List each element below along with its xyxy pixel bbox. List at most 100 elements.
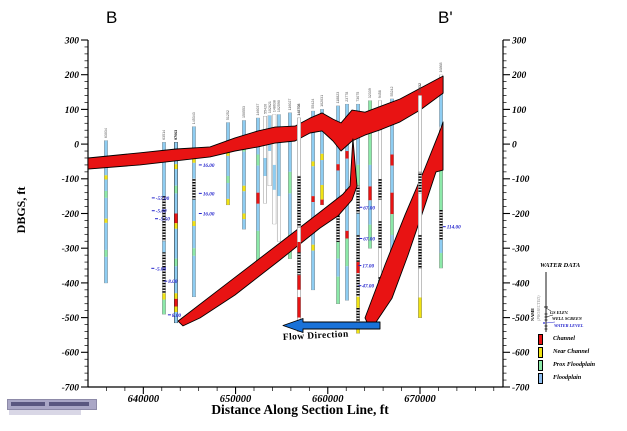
well-segment-f <box>345 196 349 231</box>
well-column: 148638 <box>272 100 276 225</box>
well-column: 55332 <box>418 83 422 318</box>
well-segment-f <box>174 193 178 214</box>
well-segment-f <box>311 250 315 290</box>
well-segment-p <box>288 171 292 194</box>
well-id-label: 145343 <box>192 112 196 124</box>
x-tick-label: 670000 <box>404 394 436 405</box>
well-segment-o <box>297 118 301 176</box>
well-segment-f <box>320 109 324 154</box>
well-segment-o <box>297 289 301 298</box>
well-segment-f <box>174 169 178 186</box>
well-segment-c <box>256 192 260 204</box>
legend-sample-gs-label: GS ELEV. <box>550 310 569 315</box>
water-level-label: -5.00 <box>155 266 166 272</box>
well-segment-c <box>336 164 340 171</box>
y-tick-label: 100 <box>65 106 80 116</box>
well-segment-s <box>378 178 382 200</box>
water-level-label: -57.00 <box>156 196 170 202</box>
well-segment-p <box>368 224 372 249</box>
well-column: 145343 <box>192 112 196 298</box>
well-segment-f <box>192 126 196 158</box>
well-segment-c <box>297 275 301 290</box>
well-segment-p <box>104 190 108 198</box>
legend-sample-well: NAME (PROJECTED) GS ELEV. WELL SCREEN WA… <box>530 270 626 336</box>
legend-swatch <box>538 360 543 371</box>
water-level-label: 47.00 <box>361 284 374 290</box>
footer-stamp <box>7 399 97 417</box>
well-segment-p <box>439 167 443 211</box>
well-column: 146037 <box>256 104 260 263</box>
well-segment-f <box>390 165 394 193</box>
well-id-label: 16868 <box>439 63 443 73</box>
well-segment-p <box>336 241 340 259</box>
water-level-label: 114.00 <box>447 225 461 231</box>
well-segment-s <box>378 221 382 249</box>
y-tick-label: -600 <box>512 349 530 359</box>
well-segment-c <box>174 298 178 307</box>
well-id-label: 150553 <box>242 106 246 118</box>
well-segment-c <box>297 297 301 318</box>
legend-item-channel: Channel <box>536 334 626 347</box>
y-tick-label: 0 <box>512 141 517 151</box>
well-segment-n <box>104 218 108 223</box>
well-segment-f <box>345 158 349 190</box>
legend-item-prox-floodplain: Prox Floodplain <box>536 360 626 373</box>
water-level-label: 67.00 <box>363 236 375 242</box>
footer-stamp-subline <box>9 410 81 415</box>
well-segment-s <box>162 196 166 242</box>
well-segment-f <box>242 191 246 214</box>
well-segment-c <box>297 241 301 253</box>
well-id-label: 63034 <box>104 128 108 138</box>
legend-sample-projected-label: (PROJECTED) <box>536 295 541 321</box>
x-tick-label: 650000 <box>220 394 252 405</box>
well-segment-f <box>192 162 196 179</box>
well-segment-f <box>162 142 166 197</box>
well-id-label: 73075 <box>356 92 360 102</box>
well-segment-f <box>263 157 267 177</box>
well-id-label: 9458 <box>378 90 382 98</box>
well-id-label: 55242 <box>390 86 394 96</box>
legend-item-label: Near Channel <box>553 348 590 355</box>
x-tick-label: 660000 <box>312 394 344 405</box>
well-segment-s <box>418 171 422 194</box>
well-segment-s <box>356 273 360 297</box>
well-segment-s <box>356 235 360 263</box>
section-start-label: B <box>106 8 118 27</box>
well-id-label: 55332 <box>418 83 422 93</box>
well-segment-n <box>320 185 324 200</box>
well-segment-p <box>439 253 443 268</box>
section-end-label: B' <box>438 8 453 27</box>
well-id-label: 118823 <box>336 92 340 104</box>
y-tick-label: -200 <box>62 210 80 220</box>
legend: WATER DATA NAME (PROJECTED) GS ELEV. WEL… <box>530 258 626 398</box>
well-column: 150553 <box>242 106 246 230</box>
water-level-label: -5.00 <box>156 209 167 215</box>
well-id-label: 102031 <box>320 95 324 107</box>
well-segment-n <box>226 151 230 156</box>
water-level-label: 16.00 <box>203 163 215 169</box>
x-tick-label: 640000 <box>128 394 160 405</box>
y-tick-label: -500 <box>512 314 530 324</box>
well-segment-f <box>288 193 292 235</box>
well-segment-f <box>104 222 108 250</box>
well-segment-p <box>226 176 230 183</box>
flow-direction-label: Flow Direction <box>283 330 350 343</box>
legend-sample-name-label: NAME <box>530 307 535 321</box>
well-id-label: 63514 <box>162 130 166 140</box>
water-level-label: 8.00 <box>168 279 177 285</box>
well-segment-f <box>256 203 260 231</box>
legend-sample-screen-label: WELL SCREEN <box>552 316 582 321</box>
y-tick-label: -600 <box>62 349 80 359</box>
well-segment-o <box>277 196 281 242</box>
well-segment-n <box>418 297 422 318</box>
y-tick-label: -700 <box>62 383 80 393</box>
well-segment-p <box>356 164 360 186</box>
well-segment-c <box>320 199 324 205</box>
well-segment-p <box>390 214 394 236</box>
well-segment-f <box>439 92 443 127</box>
well-segment-s <box>297 175 301 228</box>
well-id-label: 97063 <box>174 130 178 140</box>
well-segment-c <box>174 213 178 224</box>
well-column: 63514 <box>162 130 166 315</box>
well-segment-f <box>320 160 324 186</box>
